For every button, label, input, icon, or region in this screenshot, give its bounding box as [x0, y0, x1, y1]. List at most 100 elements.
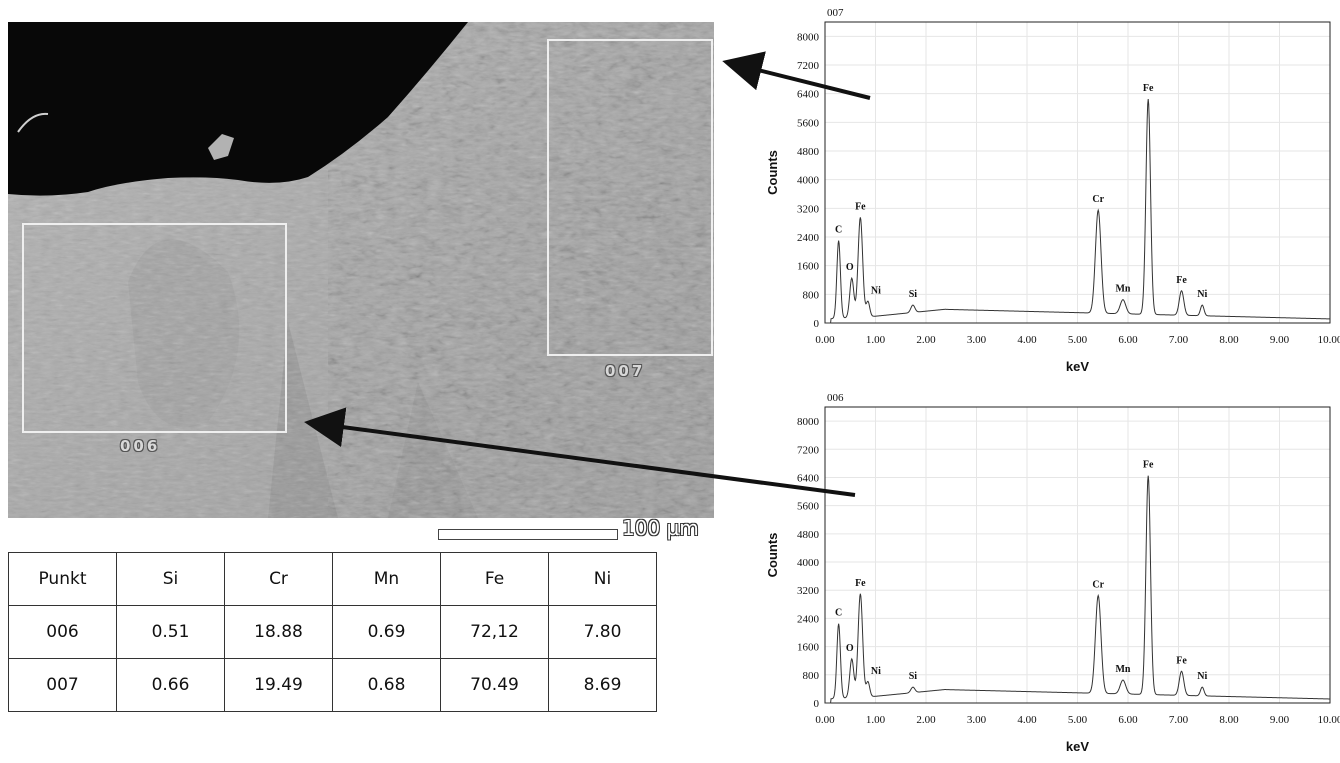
- y-tick-label: 6400: [797, 472, 820, 484]
- x-tick-label: 4.00: [1017, 714, 1037, 726]
- table-cell: 19.49: [224, 658, 333, 712]
- x-tick-label: 6.00: [1118, 714, 1138, 726]
- y-tick-label: 1600: [797, 261, 820, 273]
- y-tick-label: 2400: [797, 613, 820, 625]
- table-row: 007 0.66 19.49 0.68 70.49 8.69: [8, 658, 657, 712]
- table-cell: 8.69: [548, 658, 657, 712]
- table-cell: 0.66: [116, 658, 225, 712]
- table-cell: 70.49: [440, 658, 549, 712]
- x-tick-label: 9.00: [1270, 334, 1290, 346]
- y-tick-label: 7200: [797, 60, 820, 72]
- spectrum-line: [825, 98, 1331, 324]
- table-row: 006 0.51 18.88 0.69 72,12 7.80: [8, 605, 657, 659]
- peak-label: Mn: [1115, 284, 1130, 295]
- eds-spectrum-006-svg: 0 800 1600 2400 3200 4000 4800 5600 6400 7200 8000…: [765, 392, 1340, 754]
- y-tick-label: 0: [814, 698, 820, 710]
- y-tick-label: 4800: [797, 529, 820, 541]
- x-axis-label: keV: [1066, 359, 1089, 374]
- peak-label: Ni: [1197, 289, 1207, 300]
- x-tick-label: 5.00: [1068, 334, 1088, 346]
- table-cell: 0.68: [332, 658, 441, 712]
- y-tick-label: 0: [814, 318, 820, 330]
- x-tick-label: 2.00: [916, 334, 936, 346]
- y-tick-label: 8000: [797, 416, 820, 428]
- scale-bar-label: 100 µm: [622, 516, 699, 540]
- y-tick-label: 4000: [797, 557, 820, 569]
- peak-label: Fe: [1176, 275, 1187, 286]
- y-tick-label: 4000: [797, 175, 820, 187]
- peak-label: Cr: [1092, 194, 1104, 205]
- x-tick-label: 5.00: [1068, 714, 1088, 726]
- spectrum-line: [825, 475, 1331, 704]
- region-007-label: 007: [605, 362, 646, 380]
- y-tick-label: 3200: [797, 585, 820, 597]
- x-tick-label: 0.00: [815, 334, 835, 346]
- y-tick-label: 800: [803, 289, 820, 301]
- table-cell: 72,12: [440, 605, 549, 659]
- table-header-cell: Ni: [548, 552, 657, 606]
- region-006-label: 006: [120, 437, 161, 455]
- x-tick-label: 7.00: [1169, 334, 1189, 346]
- x-tick-label: 9.00: [1270, 714, 1290, 726]
- peak-label: Ni: [1197, 671, 1207, 682]
- x-tick-label: 4.00: [1017, 334, 1037, 346]
- x-tick-label: 7.00: [1169, 714, 1189, 726]
- peak-label: Si: [909, 671, 918, 682]
- table-cell: 18.88: [224, 605, 333, 659]
- eds-spectrum-007-svg: 0 800 1600 2400 3200 4000 4800 5600 6400 7200 8000…: [765, 7, 1340, 374]
- x-tick-label: 3.00: [967, 714, 987, 726]
- plot-frame: [824, 21, 1331, 324]
- x-tick-label: 3.00: [967, 334, 987, 346]
- table-cell: 007: [8, 658, 117, 712]
- chart-title: 006: [827, 392, 844, 404]
- table-cell: 0.51: [116, 605, 225, 659]
- peak-label: Fe: [855, 578, 866, 589]
- y-tick-label: 800: [803, 670, 820, 682]
- eds-spectrum-007: 0 800 1600 2400 3200 4000 4800 5600 6400 7200 8000…: [755, 0, 1340, 383]
- peak-label: O: [846, 262, 854, 273]
- composition-table: Punkt Si Cr Mn Fe Ni 006 0.51 18.88 0.69…: [8, 552, 657, 712]
- peak-label: O: [846, 643, 854, 654]
- table-cell: 006: [8, 605, 117, 659]
- x-tick-label: 10.00: [1318, 714, 1340, 726]
- table-cell: 7.80: [548, 605, 657, 659]
- peak-label: Si: [909, 289, 918, 300]
- peak-label: C: [835, 608, 842, 619]
- peak-label: Cr: [1092, 580, 1104, 591]
- peak-label: Ni: [871, 666, 881, 677]
- eds-spectrum-006: 0 800 1600 2400 3200 4000 4800 5600 6400 7200 8000…: [755, 385, 1340, 763]
- y-tick-label: 2400: [797, 232, 820, 244]
- y-tick-label: 3200: [797, 203, 820, 215]
- peak-label: Ni: [871, 286, 881, 297]
- plot-frame: [824, 406, 1331, 704]
- x-tick-label: 8.00: [1219, 334, 1239, 346]
- peak-label: Fe: [1176, 655, 1187, 666]
- table-cell: 0.69: [332, 605, 441, 659]
- x-tick-label: 0.00: [815, 714, 835, 726]
- y-tick-label: 6400: [797, 89, 820, 101]
- micrograph-image: [8, 22, 714, 518]
- peak-label: Fe: [855, 201, 866, 212]
- region-006-box: [22, 223, 287, 433]
- y-tick-label: 4800: [797, 146, 820, 158]
- table-header-row: Punkt Si Cr Mn Fe Ni: [8, 552, 657, 606]
- x-tick-label: 1.00: [866, 714, 886, 726]
- table-header-cell: Punkt: [8, 552, 117, 606]
- chart-title: 007: [827, 7, 844, 19]
- peak-label: Mn: [1115, 664, 1130, 675]
- table-header-cell: Mn: [332, 552, 441, 606]
- table-header-cell: Fe: [440, 552, 549, 606]
- y-axis-label: Counts: [765, 533, 780, 578]
- x-tick-label: 2.00: [916, 714, 936, 726]
- peak-label: C: [835, 225, 842, 236]
- region-007-box: [547, 39, 713, 356]
- y-tick-label: 8000: [797, 31, 820, 43]
- y-tick-label: 1600: [797, 642, 820, 654]
- y-tick-label: 5600: [797, 117, 820, 129]
- table-header-cell: Cr: [224, 552, 333, 606]
- sem-micrograph: [8, 22, 714, 518]
- x-tick-label: 6.00: [1118, 334, 1138, 346]
- scale-bar: [438, 529, 618, 540]
- x-tick-label: 8.00: [1219, 714, 1239, 726]
- table-header-cell: Si: [116, 552, 225, 606]
